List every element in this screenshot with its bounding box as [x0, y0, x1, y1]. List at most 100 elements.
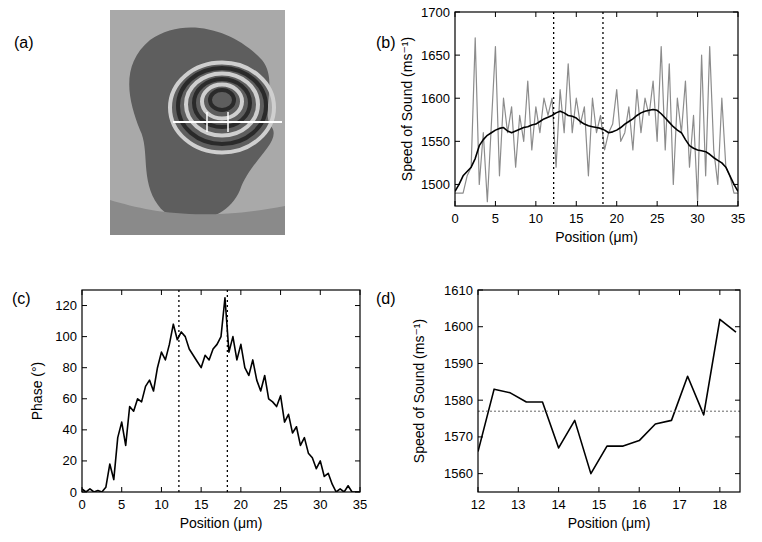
x-tick	[719, 290, 720, 295]
x-tick	[121, 290, 122, 295]
x-tick	[478, 487, 479, 492]
x-tick	[360, 290, 361, 295]
marker-line	[602, 12, 603, 206]
x-tick-label: 30	[313, 497, 327, 512]
image-ground	[110, 10, 285, 235]
y-tick	[455, 55, 460, 56]
y-tick	[735, 290, 740, 291]
y-tick	[355, 492, 360, 493]
y-tick	[478, 436, 483, 437]
x-tick	[639, 487, 640, 492]
cell	[129, 27, 273, 220]
x-tick	[679, 487, 680, 492]
plot-area	[82, 290, 360, 492]
y-tick	[735, 473, 740, 474]
x-tick-label: 0	[451, 211, 458, 226]
x-tick	[558, 290, 559, 295]
fringe	[210, 90, 234, 110]
figure: (a)0510152025303515001550160016501700Pos…	[0, 0, 762, 542]
y-tick-label: 1560	[444, 466, 473, 481]
y-tick-label: 120	[55, 298, 77, 313]
x-tick	[201, 487, 202, 492]
x-tick	[320, 290, 321, 295]
x-axis-title: Position (μm)	[568, 515, 651, 531]
panel-letter: (c)	[12, 290, 31, 307]
scan-tick	[227, 112, 229, 132]
x-tick	[697, 201, 698, 206]
y-tick	[355, 460, 360, 461]
y-tick	[733, 55, 738, 56]
panel-letter: (a)	[14, 34, 34, 51]
x-tick	[320, 487, 321, 492]
y-tick	[735, 400, 740, 401]
fringe	[170, 63, 274, 153]
x-tick	[657, 201, 658, 206]
x-tick	[657, 12, 658, 17]
y-tick	[733, 12, 738, 13]
frame	[478, 290, 740, 492]
y-tick	[455, 184, 460, 185]
x-tick	[82, 290, 83, 295]
y-tick-label: 80	[63, 360, 77, 375]
series-line	[478, 319, 736, 473]
x-tick	[738, 201, 739, 206]
y-tick-label: 1550	[421, 134, 450, 149]
plot-area	[478, 319, 740, 473]
image-bottom	[110, 200, 285, 235]
y-tick	[355, 336, 360, 337]
x-tick	[576, 12, 577, 17]
y-tick-label: 40	[63, 422, 77, 437]
fringe	[194, 79, 250, 127]
panel-letter: (b)	[376, 34, 396, 51]
y-tick-label: 1600	[444, 319, 473, 334]
x-tick-label: 25	[273, 497, 287, 512]
fringe	[186, 74, 258, 136]
x-tick	[697, 12, 698, 17]
y-tick-label: 1500	[421, 177, 450, 192]
y-tick	[455, 12, 460, 13]
y-axis-title: Speed of Sound (ms⁻¹)	[399, 37, 415, 181]
x-tick	[679, 290, 680, 295]
x-tick	[518, 290, 519, 295]
y-tick-label: 100	[55, 329, 77, 344]
x-tick-label: 5	[492, 211, 499, 226]
y-tick	[82, 492, 87, 493]
x-tick	[455, 12, 456, 17]
y-tick	[735, 326, 740, 327]
x-tick-label: 13	[511, 497, 525, 512]
x-tick	[639, 290, 640, 295]
y-tick	[455, 98, 460, 99]
y-tick-label: 1600	[421, 91, 450, 106]
y-tick-label: 1570	[444, 429, 473, 444]
y-tick-label: 1590	[444, 356, 473, 371]
y-tick	[82, 336, 87, 337]
y-tick	[355, 305, 360, 306]
x-axis-title: Position (μm)	[180, 515, 263, 531]
y-tick-label: 1610	[444, 283, 473, 298]
frame	[82, 290, 360, 492]
x-tick-label: 20	[609, 211, 623, 226]
x-tick-label: 5	[118, 497, 125, 512]
micrograph	[110, 10, 285, 235]
x-tick	[478, 290, 479, 295]
x-tick	[240, 487, 241, 492]
fringe	[178, 68, 266, 144]
y-tick-label: 1580	[444, 393, 473, 408]
x-tick	[360, 487, 361, 492]
y-tick	[455, 141, 460, 142]
x-tick-label: 25	[650, 211, 664, 226]
y-axis-title: Speed of Sound (ms⁻¹)	[411, 319, 427, 463]
y-tick-label: 0	[70, 485, 77, 500]
y-tick	[355, 429, 360, 430]
x-tick-label: 14	[551, 497, 565, 512]
x-tick	[240, 290, 241, 295]
y-tick	[82, 429, 87, 430]
y-tick-label: 1700	[421, 5, 450, 20]
x-tick-label: 18	[713, 497, 727, 512]
x-tick	[495, 12, 496, 17]
x-tick	[161, 487, 162, 492]
frame	[455, 12, 738, 206]
x-tick	[598, 487, 599, 492]
marker-line	[227, 290, 228, 492]
x-tick	[738, 12, 739, 17]
